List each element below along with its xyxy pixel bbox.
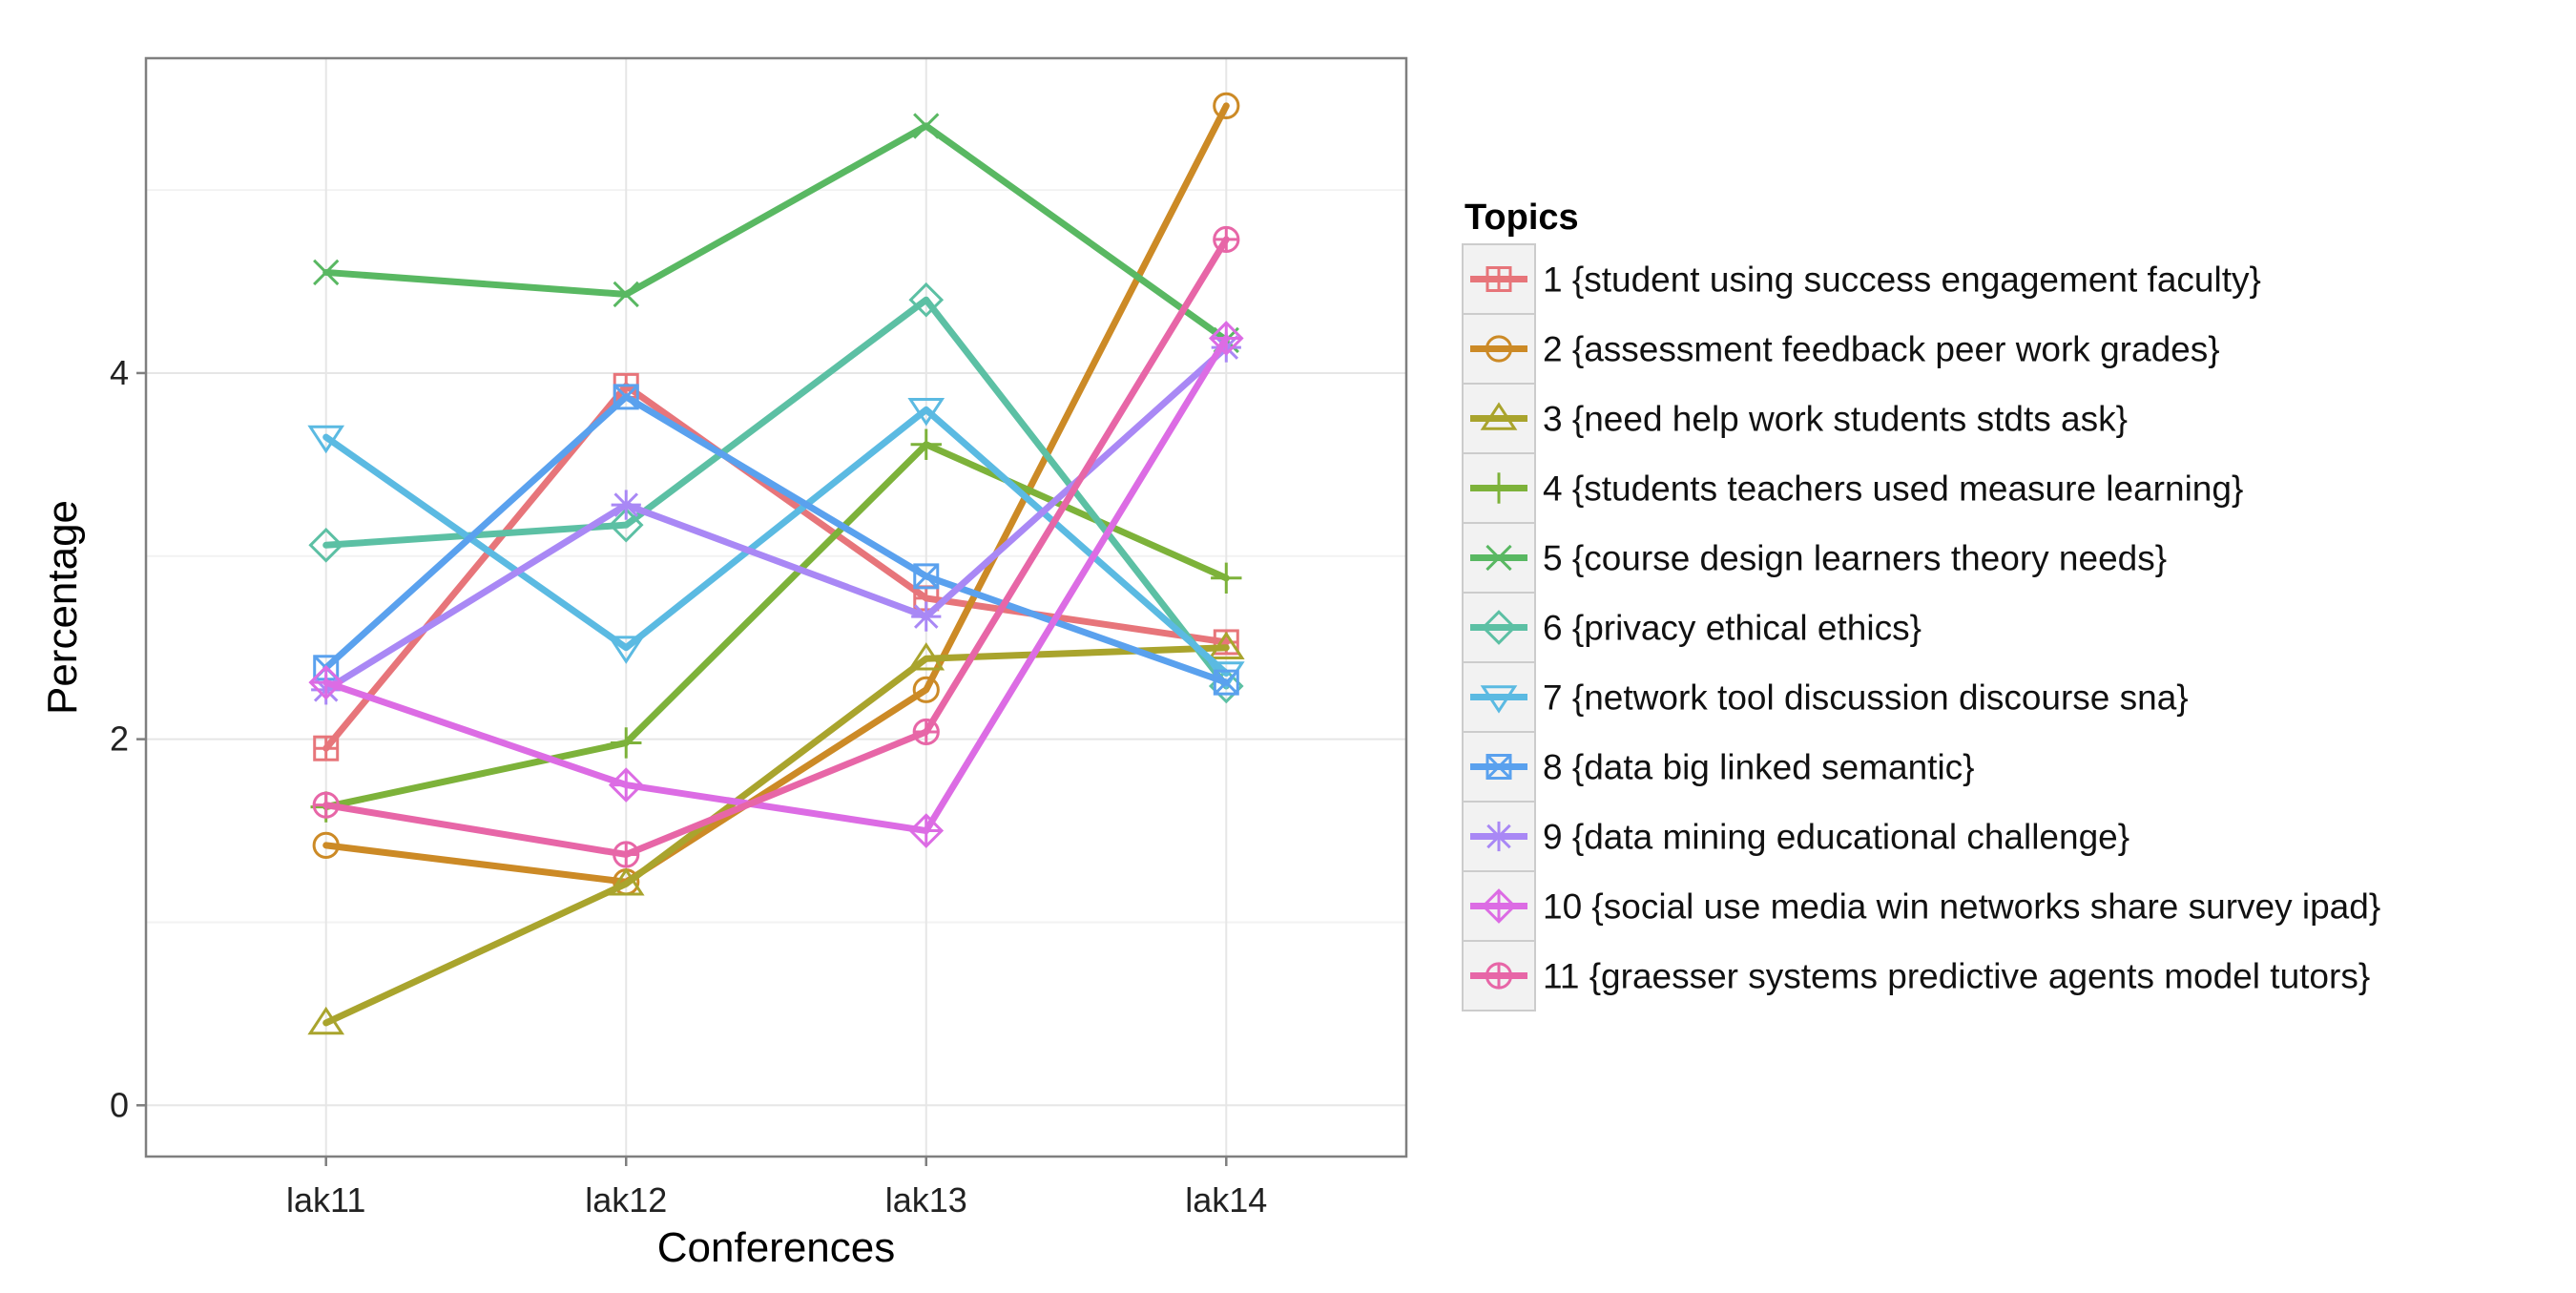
- data-point: [910, 428, 942, 460]
- series-line: [322, 236, 1230, 858]
- series-line: [322, 441, 1230, 811]
- x-tick-label: lak11: [286, 1180, 365, 1220]
- series-line: [322, 644, 1230, 1027]
- legend-item: 2 {assessment feedback peer work grades}: [1462, 313, 2220, 385]
- series-11: [312, 225, 1240, 868]
- data-point: [307, 425, 345, 454]
- data-point: [607, 636, 645, 664]
- series-line: [322, 393, 1230, 686]
- data-point: [613, 384, 639, 410]
- data-point: [911, 601, 942, 632]
- legend-label: 3 {need help work students stdts ask}: [1543, 400, 2128, 439]
- data-point: [307, 1006, 345, 1035]
- legend-label: 4 {students teachers used measure learni…: [1543, 469, 2243, 509]
- data-point: [908, 282, 945, 318]
- legend-marker: [1485, 544, 1512, 572]
- legend-marker: [1485, 266, 1512, 292]
- series-line: [322, 406, 1230, 678]
- legend-item: 6 {privacy ethical ethics}: [1462, 592, 1922, 663]
- series-2: [312, 92, 1240, 896]
- data-point: [1213, 225, 1240, 254]
- series-line: [322, 122, 1230, 344]
- data-point: [313, 259, 340, 286]
- legend-label: 5 {course design learners theory needs}: [1543, 539, 2167, 578]
- legend-label: 9 {data mining educational challenge}: [1543, 818, 2129, 857]
- data-point: [1213, 92, 1240, 119]
- series-3: [307, 631, 1245, 1035]
- series-8: [313, 384, 1239, 696]
- data-point: [308, 527, 344, 563]
- legend-label: 1 {student using success engagement facu…: [1543, 261, 2261, 300]
- data-point: [1211, 562, 1242, 594]
- data-point: [912, 718, 940, 746]
- y-tick-label: 2: [110, 719, 129, 759]
- y-tick-label: 4: [110, 353, 129, 392]
- legend-item: 8 {data big linked semantic}: [1462, 731, 1975, 803]
- legend-marker: [1480, 402, 1518, 430]
- legend-marker: [1484, 821, 1514, 852]
- plot-border: [144, 56, 1408, 1158]
- legend-marker: [1480, 685, 1518, 714]
- legend-label: 2 {assessment feedback peer work grades}: [1543, 330, 2220, 369]
- data-point: [611, 727, 642, 759]
- data-point: [608, 507, 644, 543]
- legend-marker: [1483, 472, 1515, 504]
- legend-marker: [1481, 888, 1517, 924]
- legend-item: 10 {social use media win networks share …: [1462, 870, 2380, 942]
- data-point: [313, 735, 340, 761]
- x-tick-label: lak14: [1185, 1180, 1267, 1220]
- y-tick-label: 0: [110, 1085, 129, 1124]
- x-tick-label: lak12: [585, 1180, 667, 1220]
- legend-label: 8 {data big linked semantic}: [1543, 748, 1975, 787]
- plot-panel: [144, 56, 1408, 1158]
- data-point: [913, 113, 940, 139]
- legend-marker: [1481, 610, 1517, 645]
- y-axis-title: Percentage: [39, 500, 86, 715]
- legend-item: 1 {student using success engagement facu…: [1462, 243, 2261, 315]
- data-point: [312, 831, 340, 859]
- data-point: [312, 791, 340, 819]
- series-lines: [307, 92, 1245, 1035]
- series-line: [322, 102, 1230, 886]
- legend-marker: [1485, 754, 1512, 780]
- legend-title: Topics: [1465, 198, 1579, 238]
- x-axis-title: Conferences: [657, 1224, 895, 1271]
- legend: Topics 1 {student using success engagemen…: [1462, 198, 2380, 1011]
- legend-item: 9 {data mining educational challenge}: [1462, 801, 2129, 872]
- data-point: [613, 281, 639, 308]
- series-10: [308, 321, 1244, 848]
- legend-marker: [1485, 962, 1513, 990]
- data-point: [613, 841, 640, 868]
- legend-label: 11 {graesser systems predictive agents m…: [1543, 957, 2370, 996]
- data-point: [1207, 631, 1245, 660]
- legend-label: 7 {network tool discussion discourse sna…: [1543, 678, 2189, 718]
- plot-background: [146, 58, 1406, 1157]
- legend-marker: [1485, 335, 1513, 363]
- legend-label: 10 {social use media win networks share …: [1543, 887, 2380, 927]
- data-point: [913, 563, 940, 590]
- data-point: [907, 642, 945, 671]
- axes: 0 2 4 lak11 lak12 lak13 lak14 Conferences Percen…: [39, 353, 1267, 1271]
- data-point: [308, 664, 344, 700]
- series-line: [322, 382, 1230, 752]
- series-line: [322, 335, 1230, 835]
- legend-label: 6 {privacy ethical ethics}: [1543, 609, 1922, 648]
- legend-item: 11 {graesser systems predictive agents m…: [1462, 940, 2370, 1011]
- data-point: [912, 676, 940, 703]
- legend-item: 4 {students teachers used measure learni…: [1462, 452, 2243, 524]
- legend-item: 3 {need help work students stdts ask}: [1462, 383, 2128, 454]
- data-point: [908, 813, 945, 848]
- data-point: [608, 767, 644, 803]
- x-tick-label: lak13: [885, 1180, 967, 1220]
- data-point: [907, 398, 945, 427]
- data-point: [1208, 321, 1244, 356]
- data-point: [1213, 669, 1239, 696]
- data-point: [607, 867, 645, 896]
- data-point: [611, 490, 641, 520]
